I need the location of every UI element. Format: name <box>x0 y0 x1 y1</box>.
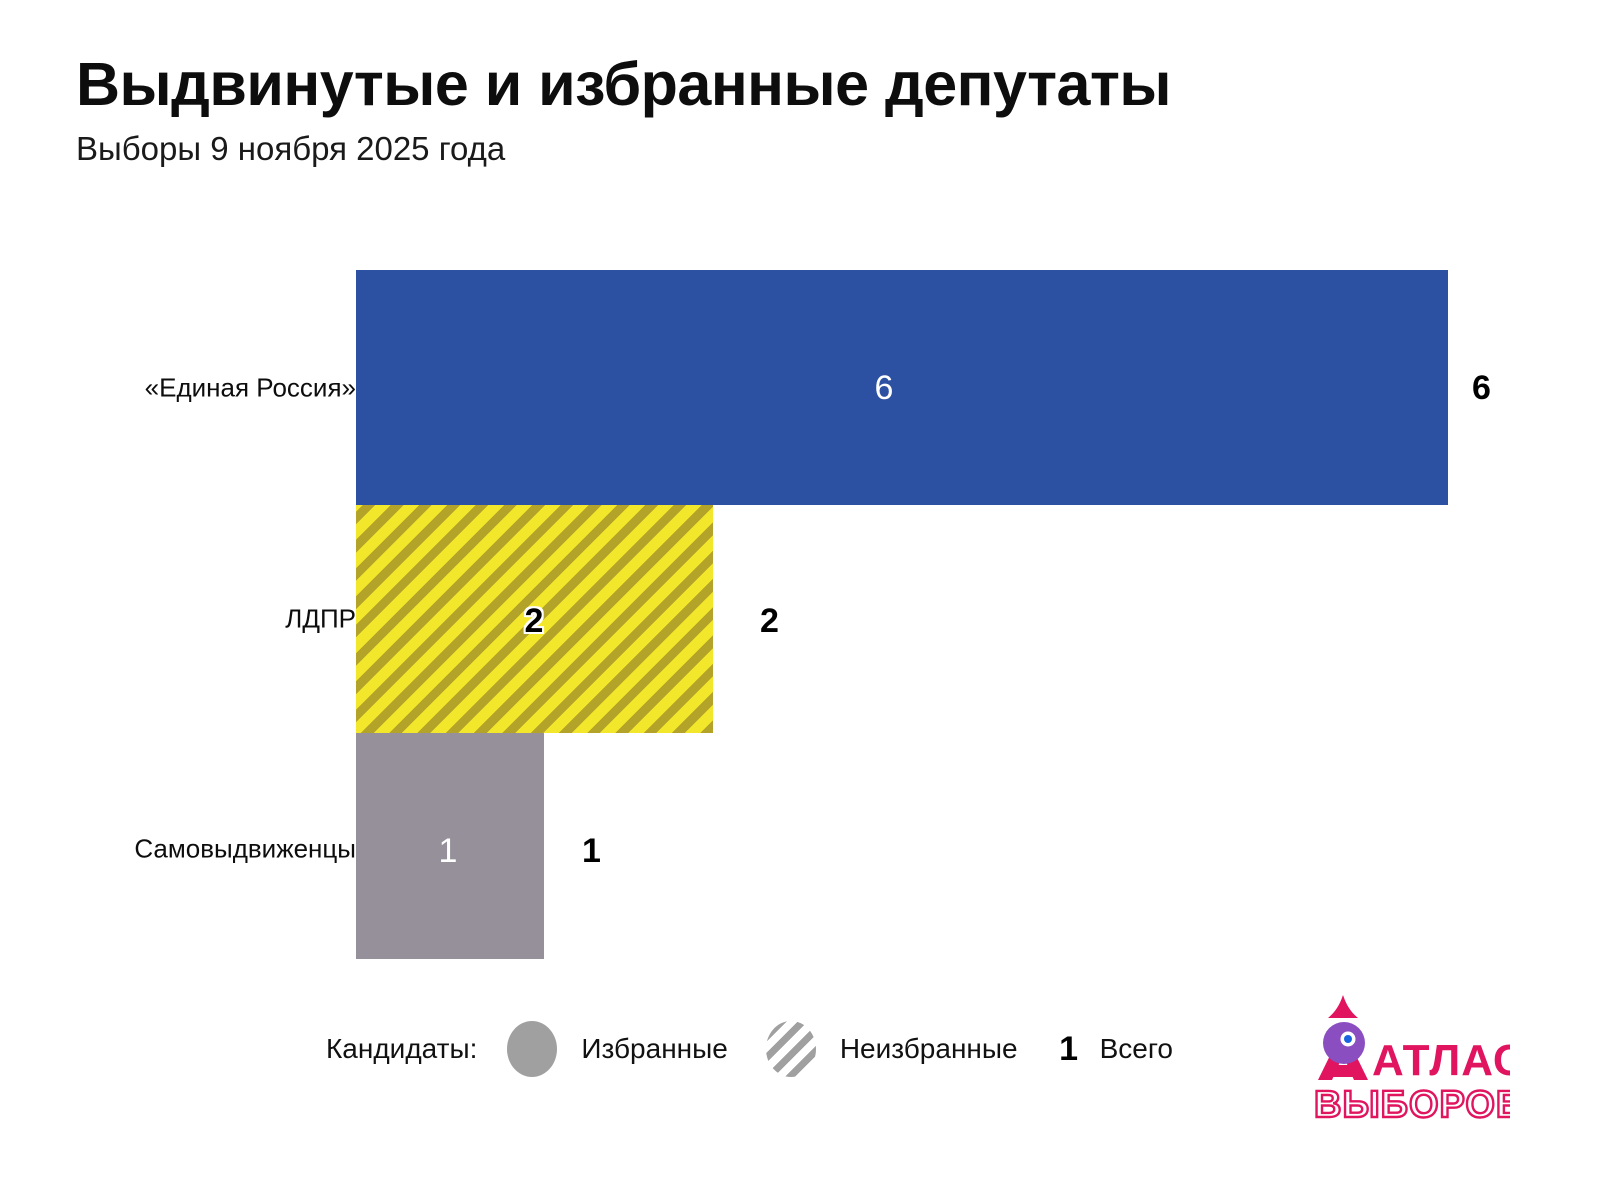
chart-legend: Кандидаты: Избранные Неизбранные 1 Всего <box>326 1021 1173 1077</box>
elected-circle-icon <box>507 1021 558 1077</box>
logo-a-crossbar-icon <box>1323 1065 1363 1077</box>
page-title: Выдвинутые и избранные депутаты <box>76 50 1171 118</box>
bar-total-ldpr: 2 <box>760 602 779 640</box>
bar-total-united-russia: 6 <box>1472 369 1491 407</box>
logo-pupil-icon <box>1344 1035 1352 1043</box>
bar-self-nominated[interactable] <box>356 733 544 959</box>
atlas-vyborov-logo[interactable]: АТЛАС ВЫБОРОВ <box>1300 985 1510 1125</box>
legend-item-total[interactable]: 1 Всего <box>1056 1030 1173 1069</box>
legend-item-not-elected[interactable]: Неизбранные <box>765 1021 1018 1077</box>
chart-subtitle: Выборы 9 ноября 2025 года <box>76 130 506 168</box>
bar-united-russia[interactable] <box>356 270 1448 505</box>
category-label-ldpr: ЛДПР <box>285 603 356 634</box>
logo-text-atlas: АТЛАС <box>1372 1036 1510 1085</box>
chart-header: Выдвинутые и избранные депутаты Выборы 9… <box>76 52 1526 168</box>
total-number-icon: 1 <box>1059 1029 1079 1068</box>
legend-label-elected: Избранные <box>581 1033 728 1064</box>
bar-total-self-nominated: 1 <box>582 832 601 870</box>
legend-title: Кандидаты: <box>326 1033 478 1064</box>
category-label-united-russia: «Единая Россия» <box>144 372 356 403</box>
legend-label-not-elected: Неизбранные <box>839 1033 1018 1064</box>
logo-text-vyborov: ВЫБОРОВ <box>1314 1084 1510 1125</box>
not-elected-hatched-circle-icon <box>765 1021 816 1077</box>
category-label-self-nominated: Самовыдвиженцы <box>134 833 356 864</box>
legend-item-elected[interactable]: Избранные <box>507 1021 728 1077</box>
logo-triangle-top-icon <box>1328 995 1358 1018</box>
bar-ldpr[interactable] <box>356 505 713 733</box>
legend-label-total: Всего <box>1099 1033 1173 1064</box>
